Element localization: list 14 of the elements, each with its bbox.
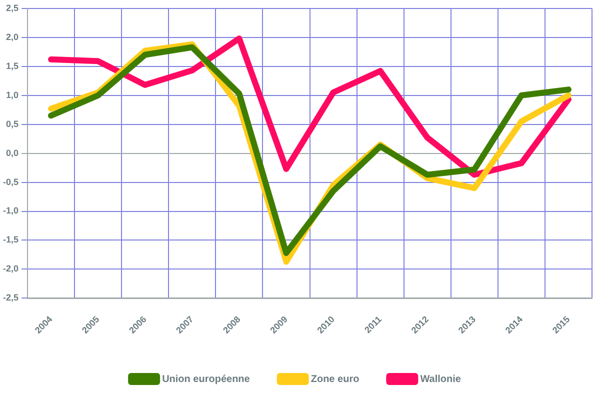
- y-tick-label: 1,0: [6, 90, 19, 100]
- y-tick-label: -2,0: [2, 264, 19, 274]
- legend-label: Zone euro: [310, 374, 360, 385]
- y-tick-label: -0,5: [2, 176, 19, 187]
- y-tick-label: -2,5: [2, 292, 19, 303]
- y-tick-label: 2,5: [6, 2, 19, 13]
- y-tick-label: -1,5: [2, 234, 19, 245]
- y-tick-label: -1,0: [2, 206, 19, 216]
- y-tick-label: 0,5: [6, 118, 19, 129]
- y-tick-label: 2,0: [6, 32, 19, 42]
- legend-label: Wallonie: [420, 374, 462, 385]
- y-tick-label: 0,0: [6, 148, 19, 158]
- y-tick-label: 1,5: [6, 60, 19, 71]
- legend-label: Union européenne: [162, 374, 250, 385]
